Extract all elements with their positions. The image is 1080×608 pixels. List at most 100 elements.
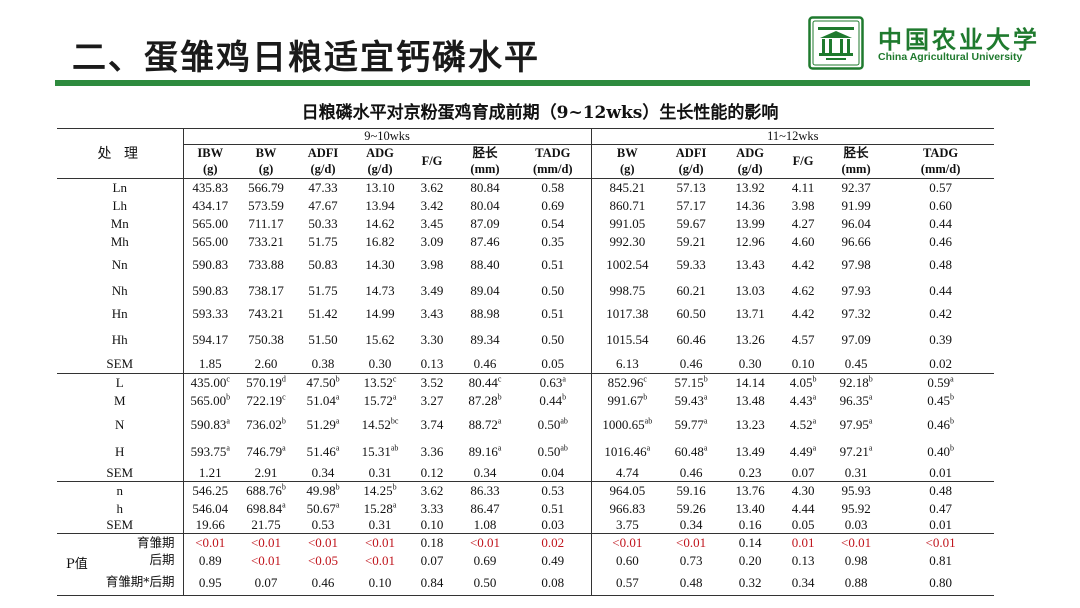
cell-superscript: c	[226, 374, 230, 384]
table-cell: 0.53	[515, 481, 592, 500]
pvalue-cell: <0.01	[237, 533, 295, 552]
table-cell: 51.04a	[295, 392, 351, 410]
table-cell: 0.46	[663, 464, 719, 482]
cell-value: 51.29	[306, 416, 336, 432]
pvalue-cell: 0.18	[409, 533, 455, 552]
table-cell: 2.60	[237, 354, 295, 374]
table-cell: 14.36	[719, 197, 781, 215]
table-cell: 88.72a	[455, 410, 515, 439]
university-name-en: China Agricultural University	[878, 51, 1023, 63]
table-cell: 0.05	[781, 517, 825, 534]
table-cell: 0.04	[515, 464, 591, 482]
cell-value: 3.36	[420, 443, 444, 459]
table-cell: 3.27	[409, 392, 455, 410]
pvalue-cell: 0.73	[679, 553, 703, 568]
cell-value: 13.94	[365, 198, 395, 213]
cell-value: 0.01	[929, 464, 952, 480]
cell-superscript: b	[868, 374, 873, 384]
cell-value: 15.28	[363, 500, 393, 516]
table-cell: 14.14	[719, 373, 782, 392]
cell-superscript: b	[335, 482, 340, 492]
cell-value: 4.27	[791, 216, 815, 231]
table-row: Ln 435.83 566.79 47.33 13.10 3.62 80.84 0.58 845…	[57, 178, 994, 197]
cell-superscript: c	[282, 392, 286, 402]
cell-value: 13.26	[735, 331, 765, 347]
table-cell: 47.67	[295, 197, 351, 215]
cell-value: 0.46	[473, 355, 497, 371]
table-cell: 16.82	[351, 233, 409, 251]
pvalue-cell: 0.57	[590, 569, 664, 596]
table-cell: 590.83a	[183, 410, 237, 439]
column-name: ADFI	[307, 146, 339, 161]
cell-value: 97.93	[841, 282, 871, 298]
cell-value: 14.99	[365, 305, 395, 321]
table-cell: 97.93	[825, 279, 887, 302]
cell-value: 0.60	[929, 198, 952, 213]
cell-value: 746.79	[246, 443, 283, 459]
table-cell: 3.62	[409, 481, 455, 500]
table-cell: 3.42	[409, 197, 455, 215]
cell-value: 59.26	[676, 500, 706, 516]
cell-value: 13.40	[735, 500, 765, 516]
pvalue-cell: 0.48	[663, 569, 720, 596]
cell-value: 566.79	[248, 180, 284, 196]
table-cell: 0.01	[887, 464, 994, 482]
table-cell: 0.50ab	[515, 439, 591, 464]
group-header-11-12wks: 11~12wks	[590, 128, 995, 145]
cell-value: 47.50	[306, 375, 336, 391]
cell-value: 89.16	[468, 443, 498, 459]
cell-value: 51.04	[306, 393, 336, 408]
cell-value: 2.60	[254, 355, 278, 371]
pvalue-row: 后期 0.89 <0.01 <0.05 <0.01 0.07 0.69 0.49 0.60 0.7…	[57, 551, 994, 570]
table-cell: 3.09	[409, 233, 455, 251]
pvalue-cell: <0.01	[183, 533, 237, 552]
table-cell: 50.83	[295, 251, 351, 279]
table-cell: 738.17	[237, 279, 295, 302]
cell-value: 92.37	[841, 180, 871, 196]
cell-superscript: b	[281, 416, 286, 426]
cell-value: 0.50	[537, 416, 561, 432]
table-cell: 0.02	[887, 354, 994, 374]
column-unit: (g/d)	[367, 161, 393, 176]
pvalue-cell: 0.34	[781, 569, 826, 596]
table-cell: 89.34	[455, 325, 515, 354]
cell-value: 4.52	[789, 416, 813, 432]
column-header: F/G	[409, 144, 455, 179]
column-unit: (mm)	[470, 161, 500, 176]
table-cell: 0.50	[515, 325, 591, 354]
cell-value: 60.21	[676, 282, 706, 298]
table-cell: 86.33	[455, 481, 515, 500]
table-cell: 59.33	[663, 251, 719, 279]
table-row: N 590.83a 736.02b 51.29a 14.52bc 3.74 88.72a 0.…	[57, 409, 994, 439]
pvalue-cell: 0.46	[295, 569, 351, 596]
table-cell: 1015.54	[590, 324, 664, 354]
column-name: BW	[255, 146, 277, 161]
cell-value: 0.46	[929, 234, 952, 249]
cell-value: 4.42	[791, 257, 815, 272]
table-cell: 14.30	[351, 251, 409, 279]
table-cell: 998.75	[590, 278, 664, 302]
row-label: Nn	[57, 250, 184, 279]
cell-value: 0.05	[541, 355, 565, 371]
row-label: h	[57, 499, 184, 517]
column-name: TADG	[535, 146, 571, 161]
table-cell: 0.10	[781, 354, 825, 374]
cell-superscript: a	[335, 392, 340, 402]
cell-value: 546.04	[192, 500, 229, 516]
cell-value: 13.43	[735, 257, 765, 272]
cell-value: 0.04	[541, 464, 565, 480]
table-cell: 435.00c	[183, 373, 237, 392]
cell-value: 13.49	[735, 443, 765, 459]
cell-value: 3.42	[420, 198, 444, 213]
growth-performance-table: 处 理 9~10wks 11~12wks IBW (g) BW (g) ADFI (g/d) AD…	[57, 128, 995, 596]
table-cell: 88.40	[455, 251, 515, 279]
pvalue-cell: <0.01	[455, 533, 515, 552]
table-cell: 0.12	[409, 464, 455, 482]
cell-superscript: ab	[390, 443, 399, 453]
cell-value: 3.43	[420, 305, 444, 321]
cell-value: 0.44	[929, 216, 952, 231]
table-row: SEM 1.21 2.91 0.34 0.31 0.12 0.34 0.04 4.74 0.46 0…	[57, 463, 994, 482]
cell-value: 1017.38	[606, 305, 649, 321]
cell-value: 86.33	[470, 483, 500, 499]
table-cell: 13.49	[719, 439, 781, 464]
